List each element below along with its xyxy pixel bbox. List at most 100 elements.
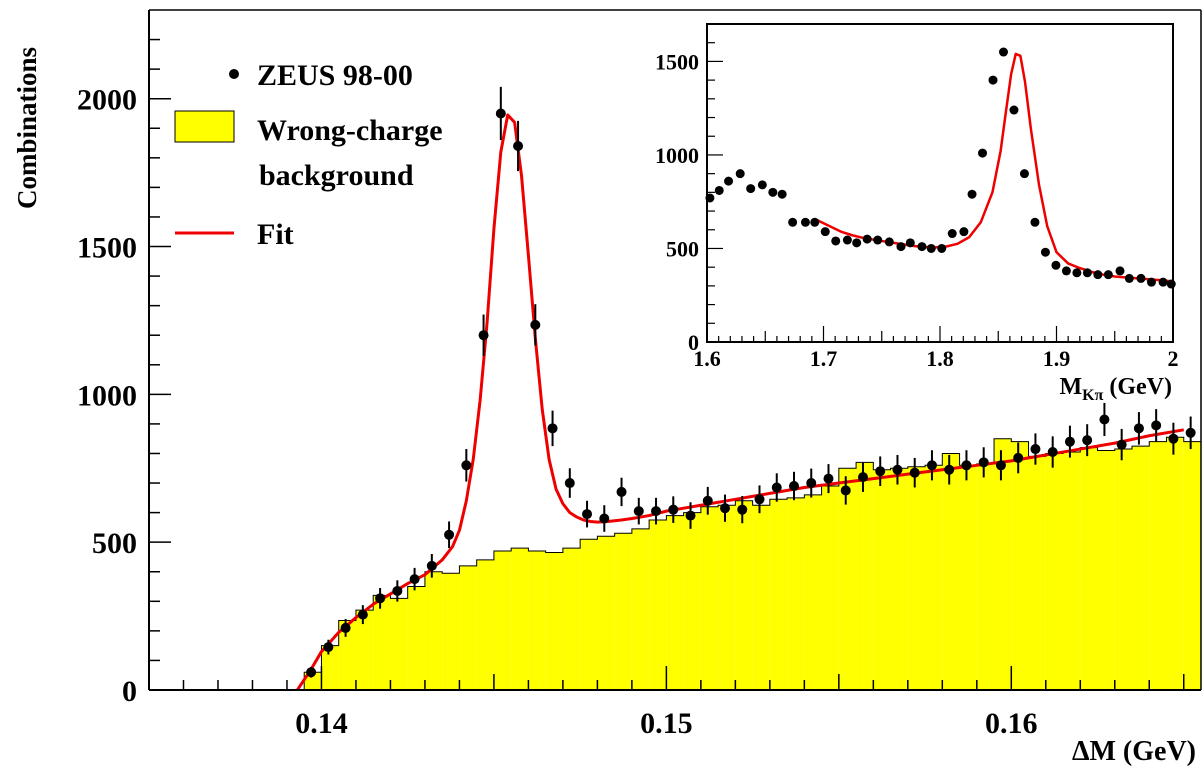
data-point [857, 472, 868, 483]
inset-data-point [884, 237, 894, 247]
data-point [1116, 439, 1127, 450]
histogram-bar [942, 453, 960, 690]
histogram-bar [994, 438, 1012, 690]
histogram-bar [925, 465, 943, 690]
data-point [806, 478, 817, 489]
histogram-bar [873, 469, 891, 690]
histogram-bar [355, 610, 374, 690]
data-point [840, 485, 851, 496]
data-point [1185, 427, 1196, 438]
data-point [1047, 447, 1058, 457]
histogram-bar [1080, 447, 1098, 690]
data-point [668, 504, 679, 515]
data-point [530, 319, 541, 330]
y-tick-label: 500 [92, 527, 137, 560]
inset-data-point [1030, 217, 1040, 227]
histogram-bar [1114, 449, 1133, 690]
data-point [875, 466, 886, 477]
y-tick-label: 1000 [77, 379, 137, 412]
data-point [392, 585, 403, 596]
inset-x-tick-label: 1.9 [1043, 346, 1071, 371]
histogram-bar [907, 466, 926, 690]
histogram-bar [1183, 441, 1201, 690]
y-tick-label: 1500 [77, 232, 137, 265]
data-point [616, 486, 627, 497]
data-point [702, 495, 713, 506]
background-histogram [303, 436, 1201, 690]
data-point [720, 503, 731, 514]
histogram-bar [959, 465, 977, 690]
x-axis-label: ΔM (GeV) [1072, 736, 1196, 767]
inset-data-point [896, 242, 906, 252]
data-point [547, 423, 558, 434]
inset-data-point [937, 243, 947, 253]
inset-x-label-sub: Kπ [1082, 387, 1103, 404]
inset-x-tick-label: 1.6 [693, 346, 721, 371]
histogram-bar [821, 486, 839, 690]
data-point [495, 108, 506, 119]
histogram-bar [769, 499, 788, 690]
data-point [375, 593, 386, 604]
inset-data-point [1019, 169, 1029, 179]
histogram-bar [1011, 441, 1029, 690]
histogram-bar [890, 468, 908, 690]
inset-data-point [917, 242, 927, 252]
histogram-bar [476, 559, 494, 690]
inset-data-point [768, 187, 778, 197]
inset-x-tick-label: 1.7 [810, 346, 838, 371]
histogram-bar [752, 505, 770, 690]
inset-data-point [1136, 273, 1146, 283]
inset-data-point [1115, 266, 1125, 276]
inset-data-point [842, 235, 852, 245]
data-point [1013, 452, 1024, 463]
data-point [909, 467, 920, 478]
data-point [1168, 433, 1179, 444]
histogram-bar [1149, 441, 1167, 690]
histogram-bar [1045, 453, 1064, 690]
inset-data-point [998, 47, 1008, 57]
inset-data-point [1072, 268, 1082, 278]
histogram-bar [407, 586, 425, 690]
inset-data-point [820, 227, 830, 237]
inset-data-point [905, 238, 915, 248]
inset-data-point [810, 217, 820, 227]
inset-data-point [724, 176, 734, 186]
inset-data-point [714, 185, 724, 195]
inset-data-point [1124, 273, 1134, 283]
x-tick-label: 0.15 [640, 707, 693, 740]
histogram-bar [683, 512, 701, 690]
inset-data-point [967, 189, 977, 199]
histogram-bar [511, 548, 529, 690]
data-point [409, 574, 420, 585]
data-point [461, 460, 472, 471]
legend-label-background-line2: background [259, 159, 414, 192]
histogram-bar [1097, 450, 1115, 690]
y-tick-label: 0 [122, 675, 137, 708]
inset-data-point [735, 169, 745, 179]
data-point [1082, 435, 1093, 446]
legend-marker-data [229, 69, 239, 79]
inset-data-point [777, 189, 787, 199]
data-point [426, 560, 437, 571]
histogram-bar [856, 462, 874, 690]
data-point [961, 460, 972, 471]
inset-data-point [1103, 270, 1113, 280]
histogram-bar [321, 645, 339, 690]
inset-x-label-unit: (GeV) [1109, 374, 1172, 400]
histogram-bar [1132, 446, 1150, 690]
data-point [323, 642, 334, 653]
histogram-bar [1166, 437, 1184, 690]
histogram-bar [804, 494, 822, 690]
histogram-bar [735, 500, 753, 690]
data-point [737, 504, 748, 515]
histogram-bar [442, 573, 460, 690]
data-point [754, 494, 765, 505]
inset-x-tick-label: 2 [1168, 346, 1179, 371]
inset-y-tick-label: 500 [666, 236, 699, 261]
histogram-bar [459, 565, 477, 690]
histogram-bar [304, 672, 322, 690]
data-point [788, 481, 799, 491]
data-point [685, 510, 696, 521]
histogram-bar [666, 515, 684, 690]
